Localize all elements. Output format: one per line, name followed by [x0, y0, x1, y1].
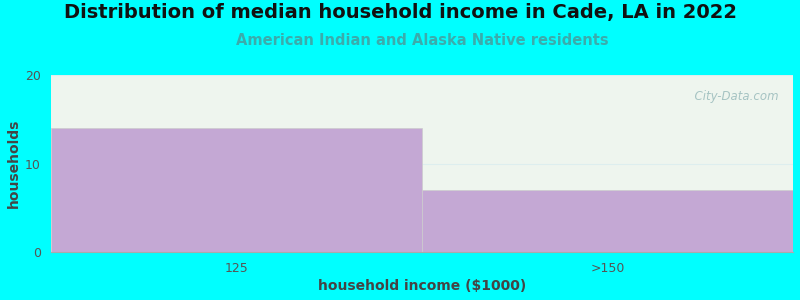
- X-axis label: household income ($1000): household income ($1000): [318, 279, 526, 293]
- Text: City-Data.com: City-Data.com: [686, 90, 778, 103]
- Bar: [422, 190, 793, 252]
- Text: Distribution of median household income in Cade, LA in 2022: Distribution of median household income …: [63, 3, 737, 22]
- Bar: [50, 128, 422, 252]
- Title: American Indian and Alaska Native residents: American Indian and Alaska Native reside…: [235, 33, 608, 48]
- Y-axis label: households: households: [7, 119, 21, 208]
